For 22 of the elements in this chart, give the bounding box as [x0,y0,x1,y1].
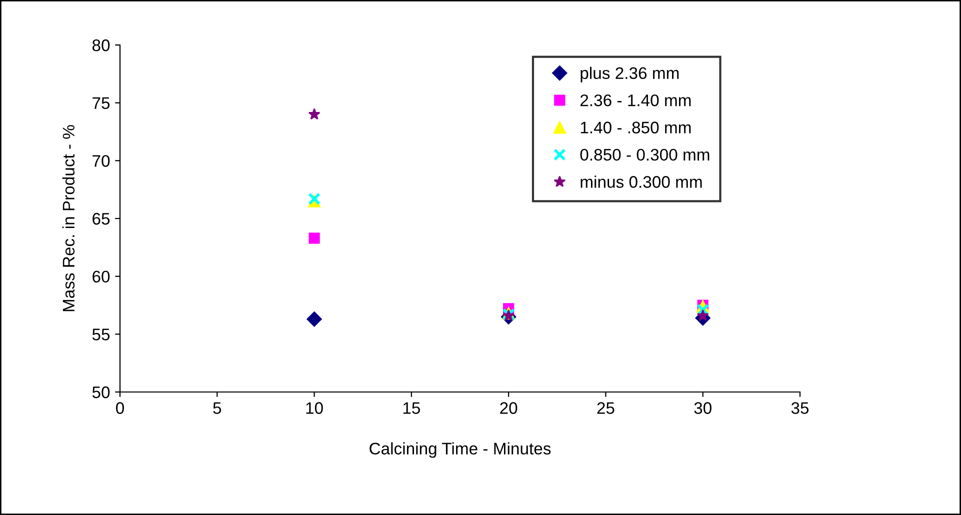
legend-label: 0.850 - 0.300 mm [580,148,710,161]
x-tick-label: 20 [500,402,518,414]
y-tick-label: 65 [92,212,110,225]
legend-label: minus 0.300 mm [580,176,702,188]
x-tick-label: 0 [116,402,124,414]
x-axis-title: Calcining Time - Minutes [370,442,551,458]
y-tick-label: 60 [92,270,110,283]
y-tick-label: 55 [92,328,110,340]
x-tick-label: 10 [306,402,323,414]
legend-label: plus 2.36 mm [580,66,679,82]
y-tick-label: 50 [92,386,110,398]
y-tick-label: 75 [92,97,110,110]
y-tick-label: 80 [92,39,110,52]
x-tick-label: 25 [597,402,614,414]
y-tick-label: 70 [92,155,110,167]
x-tick-label: 30 [694,402,712,414]
legend-label: 2.36 - 1.40 mm [580,94,691,106]
x-tick-label: 5 [213,402,222,414]
x-tick-label: 15 [403,402,420,414]
y-axis-title: Mass Rec. in Product - % [62,125,75,312]
x-tick-label: 35 [791,402,809,414]
legend-label: 1.40 - .850 mm [580,122,691,134]
